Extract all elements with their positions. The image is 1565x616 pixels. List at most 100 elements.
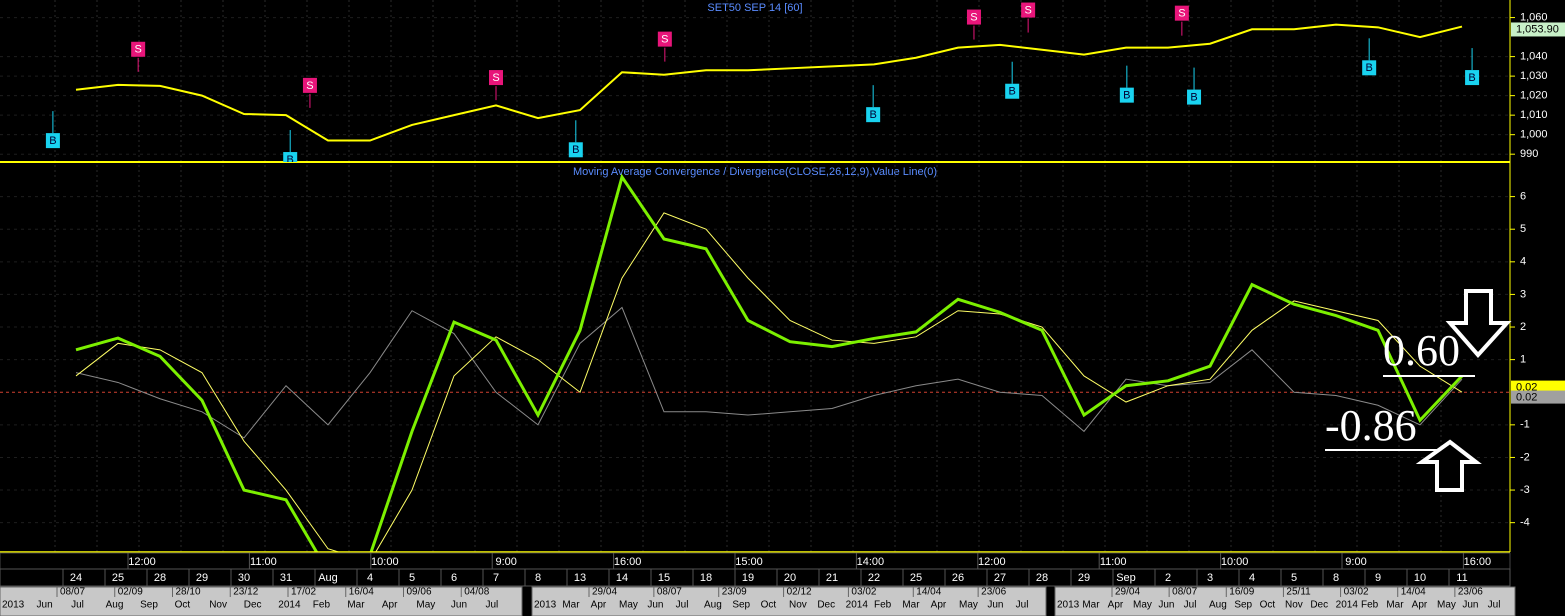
x-tick-label: 2 (1165, 572, 1171, 584)
y-tick-label: -3 (1520, 484, 1530, 496)
signal-box (45, 133, 60, 149)
scroll-date: 03/02 (1344, 587, 1369, 598)
series-line (75, 23, 1463, 142)
scroll-month: Apr (591, 600, 607, 611)
scroll-month: Mar (1082, 600, 1100, 611)
x-tick-label: 31 (280, 572, 292, 584)
y-tick-label: 1,040 (1520, 51, 1548, 63)
scroll-month: Aug (704, 600, 722, 611)
series-line (75, 173, 1464, 552)
x-tick-label: 10 (1414, 572, 1426, 584)
x-tick-label: 5 (1291, 572, 1297, 584)
x-tick-label: 5 (409, 572, 415, 584)
x-tick-label: 30 (238, 572, 250, 584)
scroll-month: May (1133, 600, 1152, 611)
price-title: SET50 SEP 14 [60] (707, 2, 802, 14)
signal-marker: S (131, 41, 146, 72)
time-label: 16:00 (614, 556, 642, 568)
signal-label: S (661, 34, 668, 46)
scroll-month: Aug (1209, 600, 1227, 611)
y-tick-label: 1,020 (1520, 90, 1548, 102)
time-label: 9:00 (1345, 556, 1366, 568)
x-tick-label: 18 (700, 572, 712, 584)
signal-marker: B (1119, 65, 1134, 103)
scroll-month: Jun (1462, 600, 1478, 611)
y-tick-label: 2 (1520, 321, 1526, 333)
time-label: 14:00 (857, 556, 885, 568)
last-value-box (1511, 390, 1565, 404)
signal-marker: B (1465, 48, 1480, 86)
scroll-date: 28/10 (176, 587, 201, 598)
scroll-date: 23/06 (1458, 587, 1483, 598)
scroll-date: 08/07 (657, 587, 682, 598)
annotation: 0.60 (1383, 326, 1460, 375)
scroll-month: Jul (1184, 600, 1197, 611)
x-tick-label: Sep (1116, 572, 1136, 584)
y-tick-label: 1,000 (1520, 129, 1548, 141)
signal-box (131, 41, 146, 57)
scroll-month: 2014 (1336, 600, 1359, 611)
scroll-date: 16/04 (349, 587, 374, 598)
x-tick-label: 9 (1375, 572, 1381, 584)
scroll-month: Jun (647, 600, 663, 611)
y-tick-label: 5 (1520, 223, 1526, 235)
y-tick-label: 990 (1520, 148, 1538, 160)
signal-marker: S (1021, 2, 1036, 33)
scroll-date: 09/06 (407, 587, 432, 598)
scroll-date: 08/07 (1172, 587, 1197, 598)
signal-label: B (1190, 91, 1197, 103)
arrow-up (1415, 439, 1482, 492)
scroll-month: Sep (1234, 600, 1252, 611)
x-tick-label: 11 (1456, 572, 1467, 584)
x-tick-label: 21 (826, 572, 838, 584)
signal-marker: B (1187, 67, 1202, 105)
y-tick-label: 4 (1520, 256, 1526, 268)
scroll-month: 2013 (534, 600, 557, 611)
scroll-date: 23/12 (233, 587, 258, 598)
signal-marker: S (489, 70, 503, 101)
scroll-month: Mar (1386, 600, 1404, 611)
scroll-date: 25/11 (1286, 587, 1311, 598)
scroll-month: 2013 (1057, 600, 1080, 611)
time-label: 11:00 (250, 556, 277, 568)
x-tick-label: 13 (574, 572, 586, 584)
signal-box (866, 107, 881, 123)
scroll-month: Feb (313, 600, 331, 611)
scroll-month: Jul (71, 600, 84, 611)
last-value-label: 0.02 (1516, 391, 1537, 403)
scroll-month: Sep (732, 600, 750, 611)
time-label: 10:00 (1221, 556, 1249, 568)
plot-area (75, 23, 1463, 142)
last-price-box (1511, 22, 1565, 37)
scroll-month: Oct (761, 600, 777, 611)
scroll-month: Apr (931, 600, 947, 611)
scroll-month: May (619, 600, 638, 611)
scroll-date: 02/09 (118, 587, 143, 598)
scroll-month: Nov (209, 600, 227, 611)
scroll-date: 17/02 (291, 587, 316, 598)
scroll-date: 29/04 (1115, 587, 1140, 598)
signal-marker: B (866, 85, 881, 123)
x-tick-label: 4 (1249, 572, 1255, 584)
scroll-section (0, 586, 523, 616)
x-tick-label: 20 (784, 572, 796, 584)
last-value-box (1511, 380, 1565, 394)
scroll-month: Dec (1310, 600, 1328, 611)
series-line (75, 212, 1463, 552)
scroll-month: Mar (902, 600, 920, 611)
x-tick-label: 29 (196, 572, 208, 584)
scroll-month: Apr (382, 600, 398, 611)
signal-label: S (492, 72, 499, 84)
signal-label: S (134, 44, 141, 56)
scroll-month: Sep (140, 600, 158, 611)
x-tick-label: 27 (994, 572, 1006, 584)
signal-label: B (1009, 86, 1016, 98)
x-tick-label: 7 (493, 572, 499, 584)
time-label: 11:00 (1100, 556, 1127, 568)
signal-marker: B (568, 120, 583, 158)
signal-box (1174, 5, 1189, 21)
plot-area (0, 173, 1510, 552)
signal-label: S (1024, 4, 1031, 16)
x-tick-label: 8 (1333, 572, 1339, 584)
scroll-date: 23/09 (722, 587, 747, 598)
